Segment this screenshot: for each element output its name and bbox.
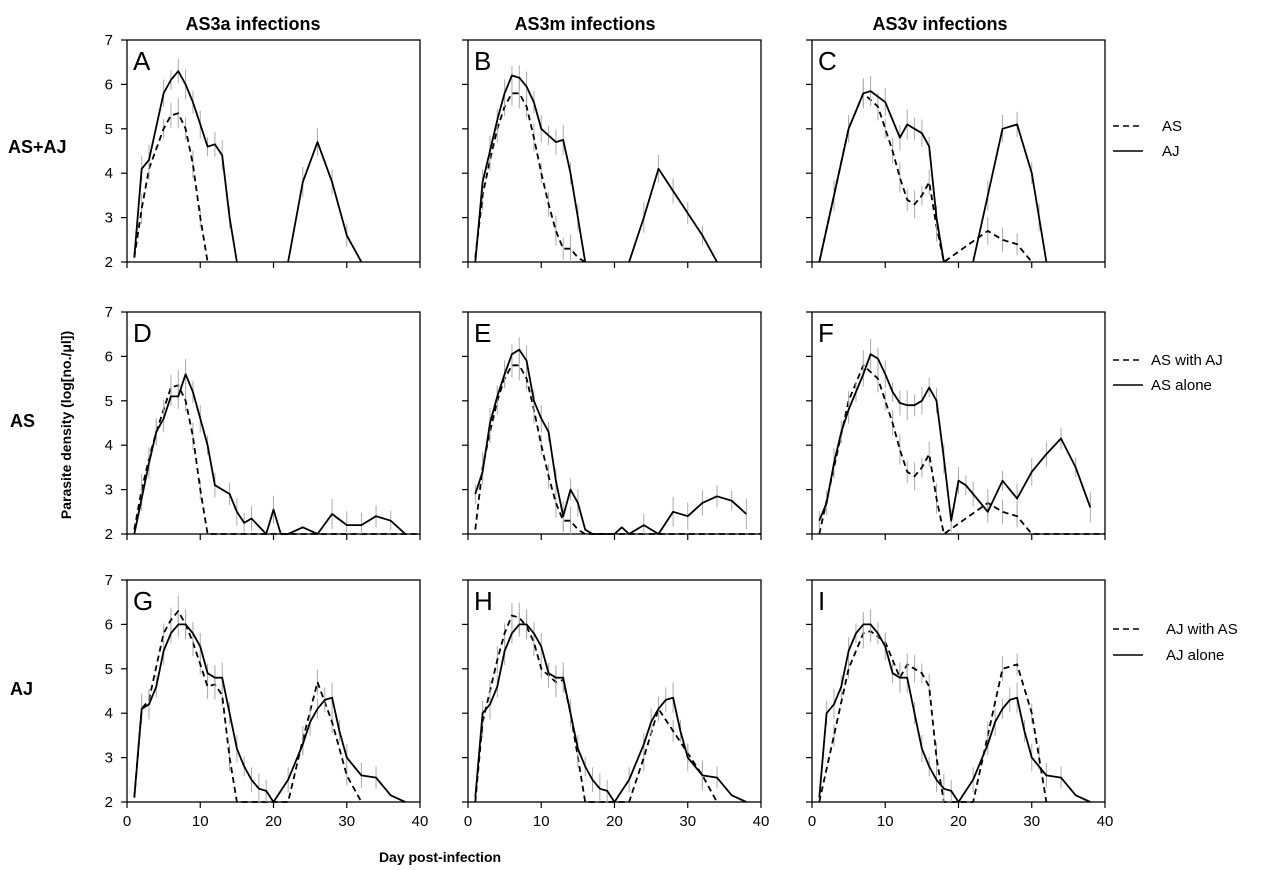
row-label-as: AS [10,411,35,431]
x-tick-label: 40 [412,813,429,830]
y-tick-label: 6 [105,76,113,93]
legend-row-2: AS with AJ AS alone [1113,352,1223,394]
x-tick-label: 30 [338,813,355,830]
x-tick-label: 40 [753,813,770,830]
y-tick-label: 2 [105,254,113,271]
series-line-as [474,92,586,263]
column-title-as3m: AS3m infections [514,14,655,34]
panel-f: F [806,311,1106,540]
legend-label-as-with-aj: AS with AJ [1151,352,1223,369]
x-tick-label: 10 [533,813,550,830]
panel-letter: B [474,46,491,76]
x-tick-label: 20 [606,813,623,830]
plot-frame [811,39,1106,263]
series-line-aj-with-as [474,614,718,803]
series-line-as-with-aj [474,364,761,535]
y-tick-label: 4 [105,437,113,454]
row-label-as-aj: AS+AJ [8,137,67,157]
panels-group: 2 3 4 5 6 7 A B C 2 3 4 5 6 7 D E F 2 3 4 5 6 7 0 10 20 30 40 G 0 10 20 3… [105,32,1114,830]
x-tick-label: 40 [1097,813,1114,830]
series-line-aj-alone [133,623,406,803]
series-line-as-alone [818,353,1092,522]
series-line-aj [818,90,945,263]
y-tick-label: 7 [105,32,113,49]
panel-d: 2 3 4 5 6 7 D [105,304,421,543]
x-axis-label: Day post-infection [379,849,501,865]
panel-letter: A [133,46,151,76]
series-line-as-with-aj [133,384,420,535]
x-tick-label: 10 [192,813,209,830]
legend-label-as: AS [1162,118,1182,135]
panel-e: E [462,311,762,540]
series-line-as [818,92,1033,263]
legend-label-aj: AJ [1162,143,1180,160]
y-tick-label: 7 [105,304,113,321]
panel-letter: D [133,318,152,348]
panel-letter: E [474,318,491,348]
x-tick-label: 30 [679,813,696,830]
panel-c: C [806,39,1106,268]
series-line-as-alone [474,348,747,535]
legend-row-3: AJ with AS AJ alone [1113,621,1238,664]
panel-letter: I [818,586,825,616]
y-tick-label: 3 [105,482,113,499]
series-line-aj [474,74,587,263]
panel-h: 0 10 20 30 40 H [462,579,770,830]
x-tick-label: 10 [877,813,894,830]
x-tick-label: 20 [265,813,282,830]
series-line-aj-alone [474,623,747,803]
series-line-aj-with-as [133,610,363,803]
panel-letter: G [133,586,153,616]
x-tick-label: 0 [464,813,472,830]
y-tick-label: 4 [105,705,113,722]
y-tick-label: 2 [105,526,113,543]
series-line-aj [628,167,718,263]
column-title-as3v: AS3v infections [872,14,1007,34]
legend-label-aj-alone: AJ alone [1166,647,1224,664]
series-line-aj [972,123,1048,263]
panel-i: 0 10 20 30 40 I [806,579,1114,830]
series-line-aj-with-as [818,630,1048,803]
plot-frame [811,311,1106,535]
panel-letter: F [818,318,834,348]
series-line-aj-alone [818,623,1091,803]
y-tick-label: 3 [105,210,113,227]
series-line-as-with-aj [818,364,1105,535]
y-tick-label: 5 [105,121,113,138]
series-line-as [133,112,209,263]
series-line-aj [287,141,363,263]
y-tick-label: 5 [105,661,113,678]
y-axis-label: Parasite density (log[no./μl]) [58,331,74,519]
legend-label-as-alone: AS alone [1151,377,1212,394]
y-tick-label: 7 [105,572,113,589]
y-tick-label: 5 [105,393,113,410]
column-title-as3a: AS3a infections [185,14,320,34]
y-tick-label: 6 [105,616,113,633]
y-tick-label: 4 [105,165,113,182]
panel-a: 2 3 4 5 6 7 A [105,32,421,271]
series-line-aj [133,70,238,263]
panel-letter: H [474,586,493,616]
legend-row-1: AS AJ [1113,118,1182,160]
panel-letter: C [818,46,837,76]
panel-b: B [462,39,762,268]
x-tick-label: 0 [123,813,131,830]
series-line-as-alone [133,373,406,535]
x-tick-label: 20 [950,813,967,830]
panel-g: 2 3 4 5 6 7 0 10 20 30 40 G [105,572,429,830]
row-label-aj: AJ [10,679,33,699]
y-tick-label: 3 [105,750,113,767]
x-tick-label: 0 [808,813,816,830]
legend-label-aj-with-as: AJ with AS [1166,621,1238,638]
y-tick-label: 6 [105,348,113,365]
x-tick-label: 30 [1023,813,1040,830]
y-tick-label: 2 [105,794,113,811]
